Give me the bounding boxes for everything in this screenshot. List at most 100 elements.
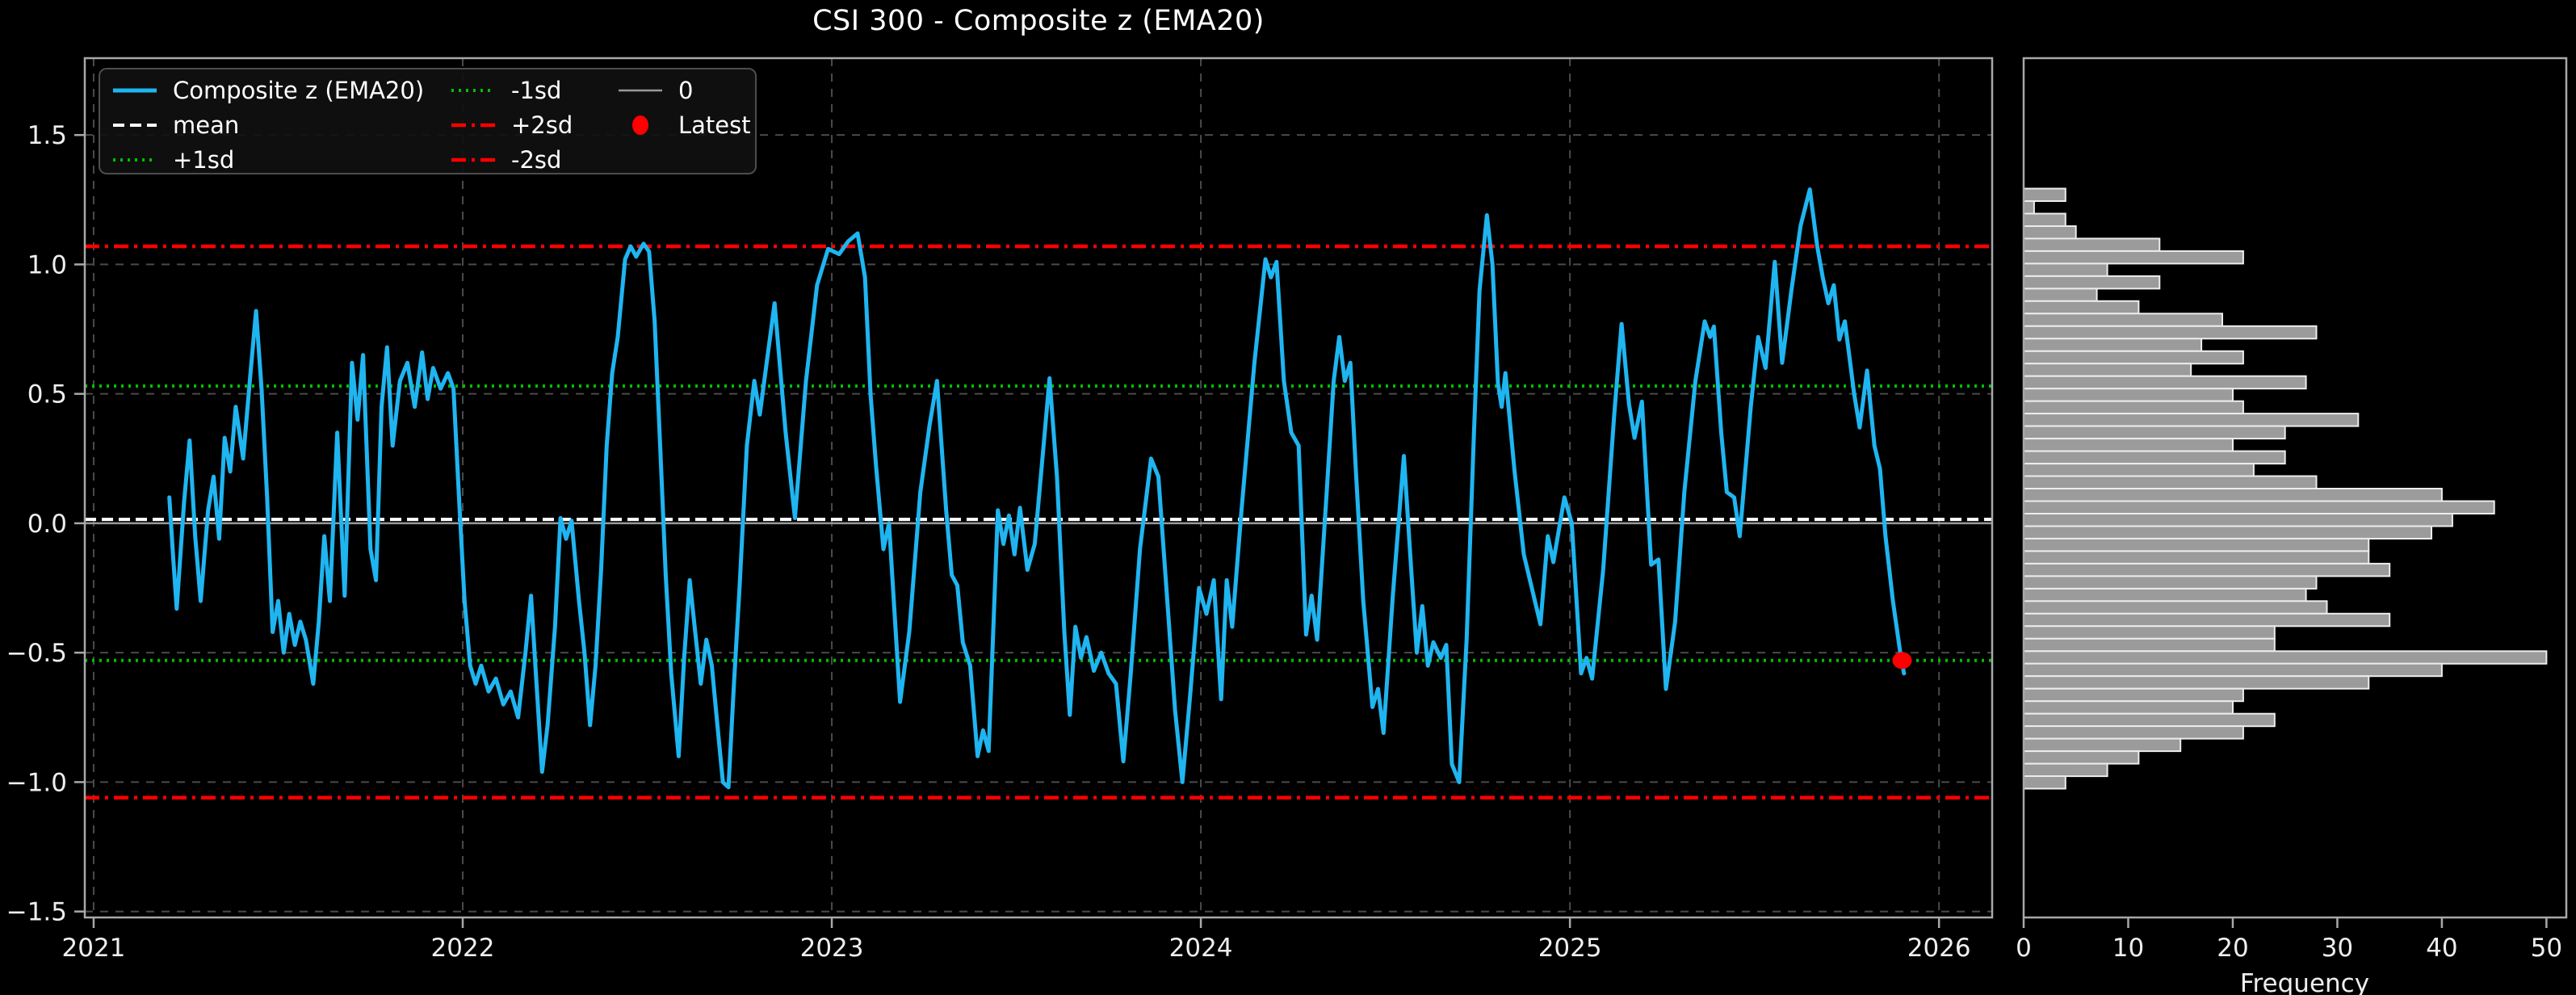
histogram-bar <box>2023 375 2307 390</box>
legend-line-swatch <box>113 158 157 162</box>
histogram-bar <box>2023 187 2066 202</box>
hist-x-tick-label: 10 <box>2112 934 2144 963</box>
x-tick-label: 2024 <box>1169 934 1233 963</box>
histogram-bar <box>2023 350 2244 365</box>
x-tick-label: 2025 <box>1538 934 1602 963</box>
legend-entry--2sd: +2sd <box>450 111 573 140</box>
histogram-bar <box>2023 712 2276 728</box>
legend-label: mean <box>173 111 240 139</box>
histogram-bar <box>2023 413 2360 427</box>
histogram-bar <box>2023 637 2276 653</box>
legend-entry-0: 0 <box>617 76 693 105</box>
timeseries-frame <box>83 57 1994 919</box>
histogram-bar <box>2023 762 2108 778</box>
histogram-bar <box>2023 687 2244 703</box>
histogram-bar <box>2023 600 2328 615</box>
x-tick-label: 2023 <box>800 934 864 963</box>
histogram-bar <box>2023 300 2140 315</box>
composite-z-line <box>167 187 1907 790</box>
histogram-bar <box>2023 675 2370 690</box>
histogram-bar <box>2023 500 2495 514</box>
histogram-bar <box>2023 212 2066 227</box>
histogram-bar <box>2023 575 2318 590</box>
legend-line-swatch <box>451 123 495 128</box>
hist-x-tick-label: 0 <box>2016 934 2032 963</box>
histogram-bar <box>2023 650 2548 665</box>
histogram-bar <box>2023 262 2108 277</box>
legend-entry--1sd: -1sd <box>450 76 561 105</box>
legend-label: +2sd <box>511 111 573 139</box>
histogram-bar <box>2023 488 2443 502</box>
legend-label: 0 <box>678 77 694 104</box>
y-tick-label: −0.5 <box>6 639 67 668</box>
histogram-bar <box>2023 463 2255 477</box>
histogram-bar <box>2023 425 2286 440</box>
x-tick-label: 2026 <box>1907 934 1971 963</box>
legend-line-swatch <box>451 89 495 92</box>
legend-box: Composite z (EMA20) mean +1sd -1sd +2sd -2sd 0… <box>99 68 757 174</box>
histogram-bar <box>2023 250 2244 265</box>
histogram-bar <box>2023 237 2161 252</box>
hist-x-tick-label: 40 <box>2426 934 2457 963</box>
histogram-bar <box>2023 450 2286 465</box>
histogram-bar <box>2023 400 2244 415</box>
histogram-bar <box>2023 363 2192 377</box>
legend-label: Composite z (EMA20) <box>173 77 425 104</box>
legend-entry-latest: Latest <box>617 111 751 140</box>
histogram-bar <box>2023 475 2318 489</box>
histogram-bar <box>2023 625 2276 640</box>
legend-line-swatch <box>619 89 662 92</box>
histogram-bar <box>2023 725 2244 740</box>
legend-line-swatch <box>451 157 495 162</box>
legend-label: -1sd <box>511 77 562 104</box>
histogram-bar <box>2023 612 2391 628</box>
y-tick-label: −1.0 <box>6 768 67 797</box>
legend-label: Latest <box>678 111 751 139</box>
legend-line-swatch <box>113 124 157 127</box>
histogram-bar <box>2023 275 2161 290</box>
y-tick-label: 1.5 <box>27 121 67 150</box>
histogram-bar <box>2023 325 2318 340</box>
histogram-bar <box>2023 537 2370 552</box>
histogram-bar <box>2023 700 2234 715</box>
legend-label: -2sd <box>511 146 562 174</box>
y-tick-label: 1.0 <box>27 250 67 279</box>
y-tick-label: −1.5 <box>6 898 67 927</box>
histogram-bar <box>2023 550 2370 565</box>
histogram-bar <box>2023 513 2453 527</box>
histogram-bar <box>2023 338 2203 352</box>
legend-latest-dot-icon <box>632 115 648 135</box>
histogram-bar <box>2023 587 2307 602</box>
latest-dot <box>1892 652 1912 670</box>
histogram-bar <box>2023 313 2223 327</box>
legend-entry-composite-z-ema20-: Composite z (EMA20) <box>111 76 424 105</box>
histogram-bar <box>2023 388 2234 402</box>
histogram-bar <box>2023 225 2077 240</box>
chart-title: CSI 300 - Composite z (EMA20) <box>812 5 1265 37</box>
histogram-frame <box>2022 57 2568 919</box>
histogram-bar <box>2023 775 2066 790</box>
histogram-bar <box>2023 438 2234 452</box>
histogram-bar <box>2023 662 2443 678</box>
hist-x-tick-label: 30 <box>2322 934 2353 963</box>
legend-entry--2sd: -2sd <box>450 145 561 174</box>
legend-line-swatch <box>113 88 157 93</box>
hist-x-tick-label: 20 <box>2217 934 2248 963</box>
x-tick-label: 2021 <box>62 934 126 963</box>
x-tick-label: 2022 <box>431 934 495 963</box>
histogram-bar <box>2023 288 2098 302</box>
histogram-bar <box>2023 562 2391 577</box>
frequency-axis-label: Frequency <box>2240 969 2369 995</box>
legend-label: +1sd <box>173 146 235 174</box>
legend-entry--1sd: +1sd <box>111 145 234 174</box>
hist-x-tick-label: 50 <box>2531 934 2562 963</box>
histogram-bar <box>2023 525 2432 539</box>
histogram-bar <box>2023 200 2035 215</box>
histogram-bar <box>2023 750 2140 765</box>
y-tick-label: 0.5 <box>27 380 67 409</box>
legend-entry-mean: mean <box>111 111 239 140</box>
y-tick-label: 0.0 <box>27 510 67 539</box>
histogram-bar <box>2023 737 2182 753</box>
